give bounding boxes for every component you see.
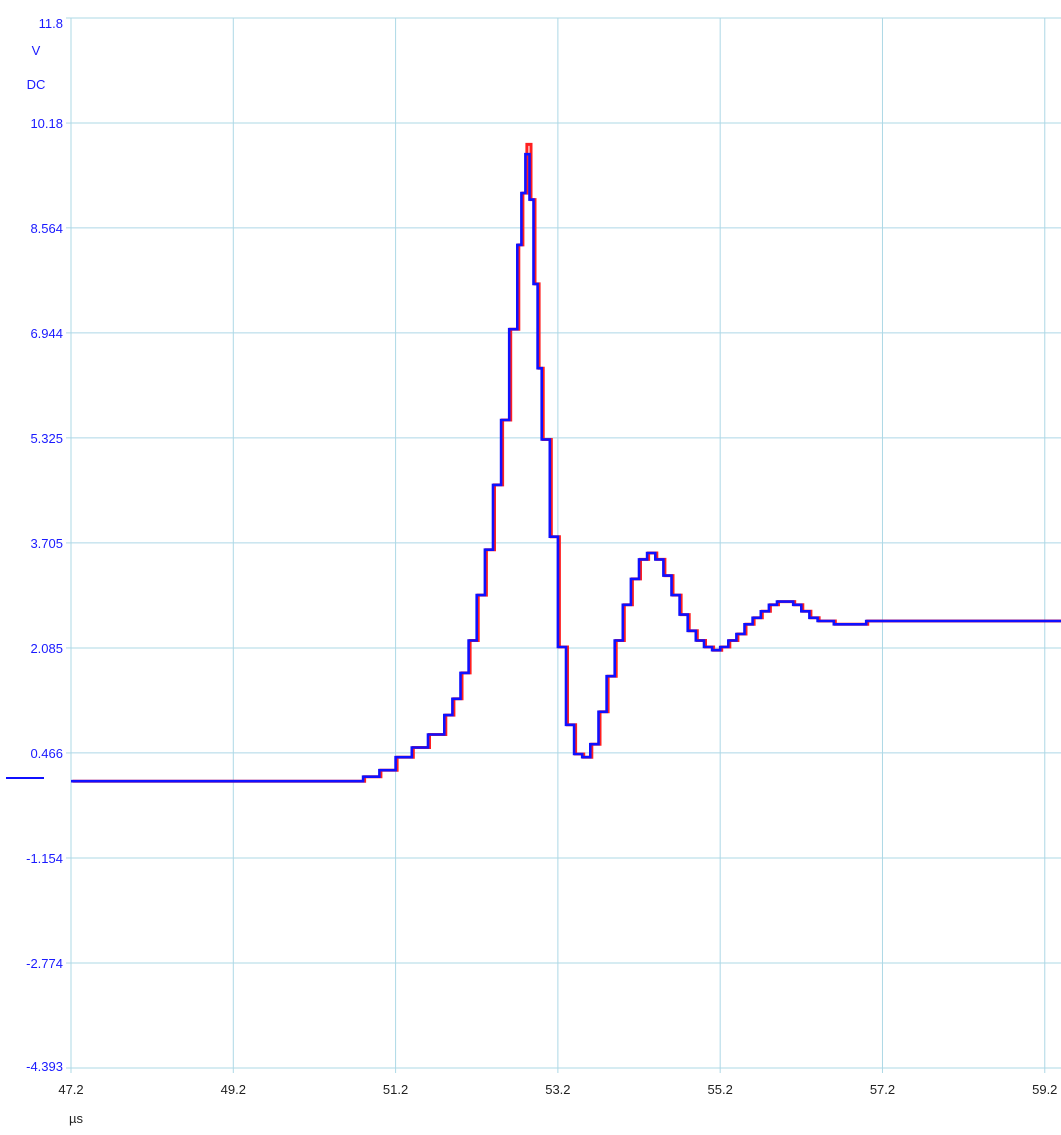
x-tick-label: 55.2 bbox=[708, 1082, 733, 1097]
x-tick-label: 49.2 bbox=[221, 1082, 246, 1097]
trace-blue bbox=[71, 152, 1061, 783]
y-tick-label: 8.564 bbox=[30, 221, 63, 236]
y-tick-labels: 11.8 10.18 8.564 6.944 5.325 3.705 2.085 0.466 -… bbox=[26, 16, 63, 1074]
y-tick-label: 3.705 bbox=[30, 536, 63, 551]
y-tick-label: 5.325 bbox=[30, 431, 63, 446]
x-tick-label: 59.2 bbox=[1032, 1082, 1057, 1097]
traces bbox=[71, 142, 1061, 783]
x-tick-label: 51.2 bbox=[383, 1082, 408, 1097]
y-tick-label: 10.18 bbox=[30, 116, 63, 131]
coupling-label: DC bbox=[27, 77, 46, 92]
x-unit-label: µs bbox=[69, 1111, 83, 1126]
y-unit-label: V bbox=[32, 43, 41, 58]
x-tick-label: 53.2 bbox=[545, 1082, 570, 1097]
y-tick-label: 0.466 bbox=[30, 746, 63, 761]
y-tick-label: 2.085 bbox=[30, 641, 63, 656]
y-tick-label: -1.154 bbox=[26, 851, 63, 866]
y-tick-label: -4.393 bbox=[26, 1059, 63, 1074]
y-tick-label: 11.8 bbox=[39, 16, 63, 31]
x-tick-labels: 47.2 49.2 51.2 53.2 55.2 57.2 59.2 bbox=[58, 1082, 1057, 1097]
y-tick-label: 6.944 bbox=[30, 326, 63, 341]
x-tick-label: 47.2 bbox=[58, 1082, 83, 1097]
y-tick-label: -2.774 bbox=[26, 956, 63, 971]
x-tick-label: 57.2 bbox=[870, 1082, 895, 1097]
axis-lines bbox=[66, 17, 1061, 1073]
